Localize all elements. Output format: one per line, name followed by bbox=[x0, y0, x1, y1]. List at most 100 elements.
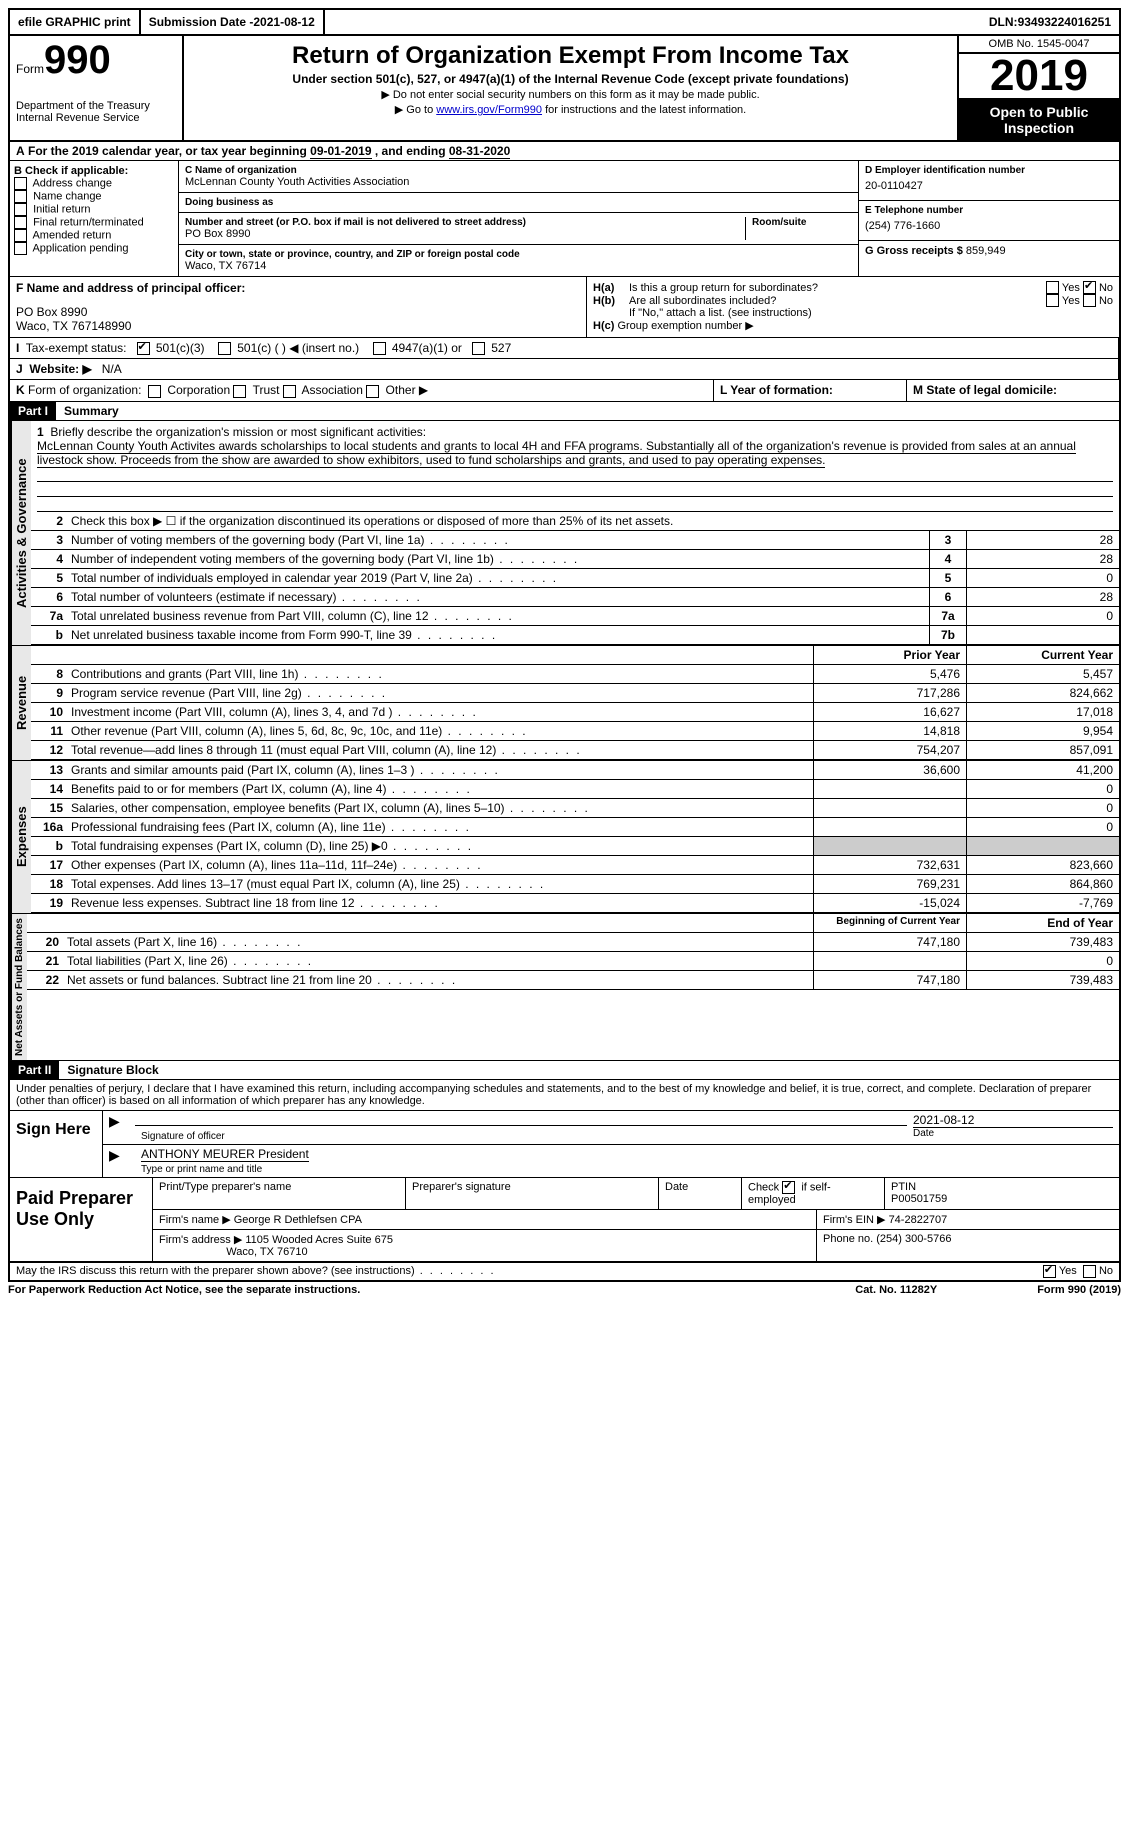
table-row: 14 Benefits paid to or for members (Part… bbox=[31, 780, 1119, 799]
501c3-checkbox[interactable] bbox=[137, 342, 150, 355]
part1-gov: Activities & Governance 1 Briefly descri… bbox=[8, 421, 1121, 645]
dln: DLN: 93493224016251 bbox=[981, 10, 1119, 34]
table-row: 15 Salaries, other compensation, employe… bbox=[31, 799, 1119, 818]
vert-revenue: Revenue bbox=[10, 646, 31, 760]
org-city: Waco, TX 76714 bbox=[185, 260, 852, 272]
b-checkbox[interactable] bbox=[14, 216, 27, 229]
hb-yes-checkbox[interactable] bbox=[1046, 294, 1059, 307]
table-row: 6 Total number of volunteers (estimate i… bbox=[31, 588, 1119, 607]
vert-activities: Activities & Governance bbox=[10, 421, 31, 645]
topbar: efile GRAPHIC print Submission Date - 20… bbox=[8, 8, 1121, 36]
4947-checkbox[interactable] bbox=[373, 342, 386, 355]
col-prior-year: Prior Year bbox=[813, 646, 966, 664]
irs-link[interactable]: www.irs.gov/Form990 bbox=[436, 104, 542, 116]
vert-netassets: Net Assets or Fund Balances bbox=[10, 914, 27, 1060]
section-fh: F Name and address of principal officer:… bbox=[8, 277, 1121, 338]
col-d: D Employer identification number 20-0110… bbox=[859, 161, 1119, 276]
ptin: P00501759 bbox=[891, 1193, 947, 1205]
signature-block: Under penalties of perjury, I declare th… bbox=[8, 1080, 1121, 1178]
table-row: 3 Number of voting members of the govern… bbox=[31, 531, 1119, 550]
table-row: 20 Total assets (Part X, line 16) 747,18… bbox=[27, 933, 1119, 952]
telephone: (254) 776-1660 bbox=[865, 216, 1113, 236]
k-checkbox[interactable] bbox=[283, 385, 296, 398]
table-row: b Total fundraising expenses (Part IX, c… bbox=[31, 837, 1119, 856]
part1-header-row: Part I Summary bbox=[8, 402, 1121, 421]
ein: 20-0110427 bbox=[865, 176, 1113, 196]
527-checkbox[interactable] bbox=[472, 342, 485, 355]
row-i: I Tax-exempt status: 501(c)(3) 501(c) ( … bbox=[8, 338, 1121, 359]
paid-preparer-label: Paid Preparer Use Only bbox=[10, 1178, 153, 1261]
table-row: 18 Total expenses. Add lines 13–17 (must… bbox=[31, 875, 1119, 894]
form-subtitle: Under section 501(c), 527, or 4947(a)(1)… bbox=[194, 72, 947, 86]
table-row: 9 Program service revenue (Part VIII, li… bbox=[31, 684, 1119, 703]
part1-netassets: Net Assets or Fund Balances Beginning of… bbox=[8, 913, 1121, 1061]
table-row: 22 Net assets or fund balances. Subtract… bbox=[27, 971, 1119, 990]
col-end-year: End of Year bbox=[966, 914, 1119, 932]
tax-year: 2019 bbox=[959, 54, 1119, 100]
vert-expenses: Expenses bbox=[10, 761, 31, 913]
discuss-no-checkbox[interactable] bbox=[1083, 1265, 1096, 1278]
b-checkbox[interactable] bbox=[14, 190, 27, 203]
form-header: Form990 Department of the Treasury Inter… bbox=[8, 36, 1121, 142]
b-checkbox[interactable] bbox=[14, 203, 27, 216]
hb-no-checkbox[interactable] bbox=[1083, 294, 1096, 307]
k-checkbox[interactable] bbox=[148, 385, 161, 398]
declaration-text: Under penalties of perjury, I declare th… bbox=[10, 1080, 1119, 1110]
col-begin-year: Beginning of Current Year bbox=[813, 914, 966, 932]
firm-name: George R Dethlefsen CPA bbox=[234, 1214, 362, 1226]
firm-ein: 74-2822707 bbox=[889, 1214, 948, 1226]
part1-badge: Part I bbox=[10, 402, 56, 420]
table-row: 10 Investment income (Part VIII, column … bbox=[31, 703, 1119, 722]
sign-here-label: Sign Here bbox=[10, 1111, 103, 1177]
part2-header-row: Part II Signature Block bbox=[8, 1061, 1121, 1080]
table-row: 12 Total revenue—add lines 8 through 11 … bbox=[31, 741, 1119, 760]
bottom-line: For Paperwork Reduction Act Notice, see … bbox=[8, 1282, 1121, 1298]
table-row: 16a Professional fundraising fees (Part … bbox=[31, 818, 1119, 837]
col-c: C Name of organization McLennan County Y… bbox=[179, 161, 859, 276]
k-checkbox[interactable] bbox=[366, 385, 379, 398]
501c-checkbox[interactable] bbox=[218, 342, 231, 355]
table-row: 19 Revenue less expenses. Subtract line … bbox=[31, 894, 1119, 913]
line-a: A For the 2019 calendar year, or tax yea… bbox=[8, 142, 1121, 161]
dept-treasury: Department of the Treasury Internal Reve… bbox=[16, 100, 176, 124]
note-ssn: ▶ Do not enter social security numbers o… bbox=[194, 88, 947, 101]
row-klm: K Form of organization: Corporation Trus… bbox=[8, 380, 1121, 401]
form-number-box: Form990 Department of the Treasury Inter… bbox=[10, 36, 184, 140]
section-bcd: B Check if applicable: Address change Na… bbox=[8, 161, 1121, 277]
arrow-icon: ▶ bbox=[103, 1111, 135, 1144]
b-checkbox[interactable] bbox=[14, 242, 27, 255]
year-box: OMB No. 1545-0047 2019 Open to Public In… bbox=[959, 36, 1119, 140]
note-link: ▶ Go to www.irs.gov/Form990 for instruct… bbox=[194, 103, 947, 116]
table-row: 4 Number of independent voting members o… bbox=[31, 550, 1119, 569]
open-public-badge: Open to Public Inspection bbox=[959, 100, 1119, 140]
b-checkbox[interactable] bbox=[14, 177, 27, 190]
discuss-row: May the IRS discuss this return with the… bbox=[8, 1263, 1121, 1282]
officer-name: ANTHONY MEURER President bbox=[141, 1147, 309, 1162]
form-ref: Form 990 (2019) bbox=[1037, 1284, 1121, 1296]
firm-phone: (254) 300-5766 bbox=[876, 1233, 951, 1245]
b-checkbox[interactable] bbox=[14, 229, 27, 242]
k-checkbox[interactable] bbox=[233, 385, 246, 398]
gross-receipts: 859,949 bbox=[966, 245, 1006, 257]
ha-no-checkbox[interactable] bbox=[1083, 281, 1096, 294]
website: N/A bbox=[102, 362, 122, 376]
row-j: J Website: ▶ N/A bbox=[8, 359, 1121, 380]
self-employed-checkbox[interactable] bbox=[782, 1181, 795, 1194]
arrow-icon: ▶ bbox=[103, 1145, 135, 1177]
part1-expenses: Expenses 13 Grants and similar amounts p… bbox=[8, 760, 1121, 913]
part1-revenue: Revenue Prior Year Current Year 8 Contri… bbox=[8, 645, 1121, 760]
table-row: 8 Contributions and grants (Part VIII, l… bbox=[31, 665, 1119, 684]
cat-no: Cat. No. 11282Y bbox=[855, 1284, 937, 1296]
col-current-year: Current Year bbox=[966, 646, 1119, 664]
discuss-yes-checkbox[interactable] bbox=[1043, 1265, 1056, 1278]
table-row: 21 Total liabilities (Part X, line 26) 0 bbox=[27, 952, 1119, 971]
mission-text: McLennan County Youth Activites awards s… bbox=[37, 439, 1076, 468]
part2-badge: Part II bbox=[10, 1061, 59, 1079]
submission-date: Submission Date - 2021-08-12 bbox=[141, 10, 325, 34]
form-title: Return of Organization Exempt From Incom… bbox=[194, 42, 947, 70]
table-row: 7a Total unrelated business revenue from… bbox=[31, 607, 1119, 626]
title-box: Return of Organization Exempt From Incom… bbox=[184, 36, 959, 140]
ha-yes-checkbox[interactable] bbox=[1046, 281, 1059, 294]
col-b: B Check if applicable: Address change Na… bbox=[10, 161, 179, 276]
table-row: b Net unrelated business taxable income … bbox=[31, 626, 1119, 645]
